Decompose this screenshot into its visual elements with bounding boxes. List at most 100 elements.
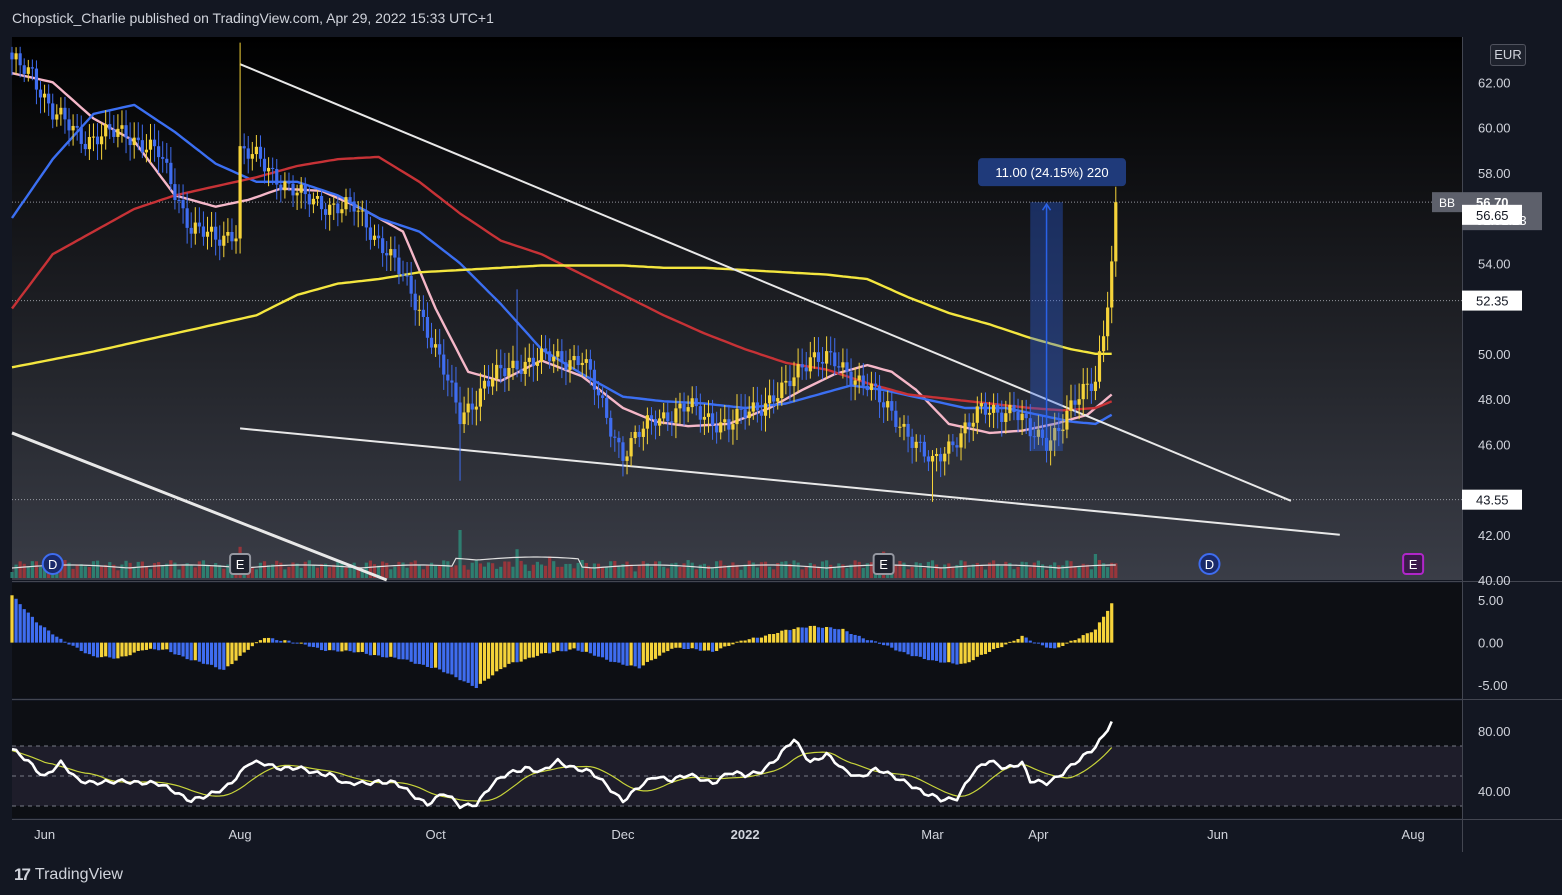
candle[interactable] bbox=[291, 183, 295, 196]
candle[interactable] bbox=[454, 382, 458, 403]
trendline[interactable] bbox=[11, 431, 388, 582]
candle[interactable] bbox=[890, 401, 894, 411]
candle[interactable] bbox=[491, 378, 495, 387]
candle[interactable] bbox=[564, 362, 568, 370]
candle[interactable] bbox=[458, 402, 462, 425]
candle[interactable] bbox=[816, 352, 821, 362]
candle[interactable] bbox=[592, 369, 597, 390]
earnings-future-marker[interactable]: E bbox=[1402, 553, 1425, 575]
candle[interactable] bbox=[67, 119, 71, 131]
candle[interactable] bbox=[519, 369, 523, 374]
candle[interactable] bbox=[670, 421, 674, 423]
tradingview-logo[interactable]: 17 TradingView bbox=[14, 865, 123, 885]
candle[interactable] bbox=[34, 68, 39, 90]
candle[interactable] bbox=[279, 184, 283, 191]
candle[interactable] bbox=[918, 441, 922, 443]
candle[interactable] bbox=[352, 201, 356, 212]
candle[interactable] bbox=[242, 146, 246, 149]
candle[interactable] bbox=[719, 422, 723, 433]
candle[interactable] bbox=[71, 125, 75, 131]
candle[interactable] bbox=[613, 436, 617, 438]
candle[interactable] bbox=[1040, 429, 1045, 438]
candle[interactable] bbox=[368, 227, 373, 240]
candle[interactable] bbox=[413, 293, 417, 311]
candle[interactable] bbox=[796, 364, 800, 378]
candle[interactable] bbox=[617, 437, 621, 443]
candle[interactable] bbox=[250, 154, 254, 159]
candle[interactable] bbox=[14, 53, 18, 60]
candle[interactable] bbox=[59, 107, 63, 115]
candle[interactable] bbox=[723, 419, 727, 423]
candle[interactable] bbox=[311, 198, 316, 205]
candle[interactable] bbox=[425, 316, 430, 338]
candle[interactable] bbox=[401, 273, 405, 276]
candle[interactable] bbox=[299, 184, 303, 193]
candle[interactable] bbox=[42, 93, 47, 98]
candle[interactable] bbox=[30, 67, 34, 69]
candle[interactable] bbox=[185, 208, 189, 228]
candle[interactable] bbox=[751, 402, 755, 412]
candle[interactable] bbox=[1000, 412, 1004, 422]
candle[interactable] bbox=[658, 418, 662, 426]
candle[interactable] bbox=[963, 422, 967, 434]
candle[interactable] bbox=[930, 455, 935, 462]
candle[interactable] bbox=[706, 413, 711, 417]
candle[interactable] bbox=[55, 114, 59, 120]
candle[interactable] bbox=[943, 453, 947, 462]
candle[interactable] bbox=[136, 137, 140, 141]
candle[interactable] bbox=[1077, 399, 1081, 405]
candle[interactable] bbox=[157, 146, 161, 158]
candle[interactable] bbox=[429, 337, 434, 348]
candle[interactable] bbox=[112, 129, 116, 137]
candle[interactable] bbox=[287, 181, 291, 184]
candle[interactable] bbox=[715, 425, 719, 433]
candle[interactable] bbox=[543, 348, 548, 352]
candle[interactable] bbox=[605, 397, 609, 418]
candle[interactable] bbox=[1114, 202, 1118, 262]
price-level-label[interactable]: 56.65 bbox=[1476, 208, 1509, 223]
candle[interactable] bbox=[983, 403, 988, 415]
candle[interactable] bbox=[743, 409, 747, 419]
candle[interactable] bbox=[939, 453, 943, 462]
bb-badge[interactable]: BB bbox=[1439, 196, 1455, 210]
candle[interactable] bbox=[861, 375, 865, 386]
candle[interactable] bbox=[450, 380, 454, 383]
candle[interactable] bbox=[609, 417, 613, 437]
candle[interactable] bbox=[193, 222, 197, 234]
candle[interactable] bbox=[421, 309, 425, 317]
candle[interactable] bbox=[95, 136, 100, 145]
candle[interactable] bbox=[482, 380, 487, 389]
candle[interactable] bbox=[75, 125, 79, 128]
candle[interactable] bbox=[877, 386, 882, 403]
candle[interactable] bbox=[397, 257, 401, 274]
candle[interactable] bbox=[336, 203, 340, 214]
candle[interactable] bbox=[173, 184, 177, 200]
candle[interactable] bbox=[226, 232, 230, 236]
trendline[interactable] bbox=[239, 427, 1340, 536]
candle[interactable] bbox=[376, 235, 381, 239]
candle[interactable] bbox=[894, 410, 898, 427]
candle[interactable] bbox=[629, 438, 633, 457]
candle[interactable] bbox=[446, 374, 450, 381]
candle[interactable] bbox=[841, 362, 845, 368]
candle[interactable] bbox=[303, 184, 307, 195]
candle[interactable] bbox=[800, 364, 804, 368]
candle[interactable] bbox=[987, 412, 992, 415]
candle[interactable] bbox=[735, 408, 739, 425]
dividend-marker[interactable]: D bbox=[41, 553, 64, 575]
candle[interactable] bbox=[1093, 381, 1098, 391]
candle[interactable] bbox=[499, 364, 503, 369]
candle[interactable] bbox=[1020, 413, 1024, 421]
candle[interactable] bbox=[922, 441, 926, 457]
candle[interactable] bbox=[275, 168, 279, 185]
candle[interactable] bbox=[947, 441, 951, 454]
candle[interactable] bbox=[26, 67, 30, 74]
candle[interactable] bbox=[307, 194, 311, 205]
candle[interactable] bbox=[523, 361, 527, 374]
candle[interactable] bbox=[772, 395, 776, 402]
candle[interactable] bbox=[967, 422, 971, 427]
candle[interactable] bbox=[165, 158, 169, 163]
candle[interactable] bbox=[319, 195, 324, 210]
candle[interactable] bbox=[702, 416, 707, 420]
